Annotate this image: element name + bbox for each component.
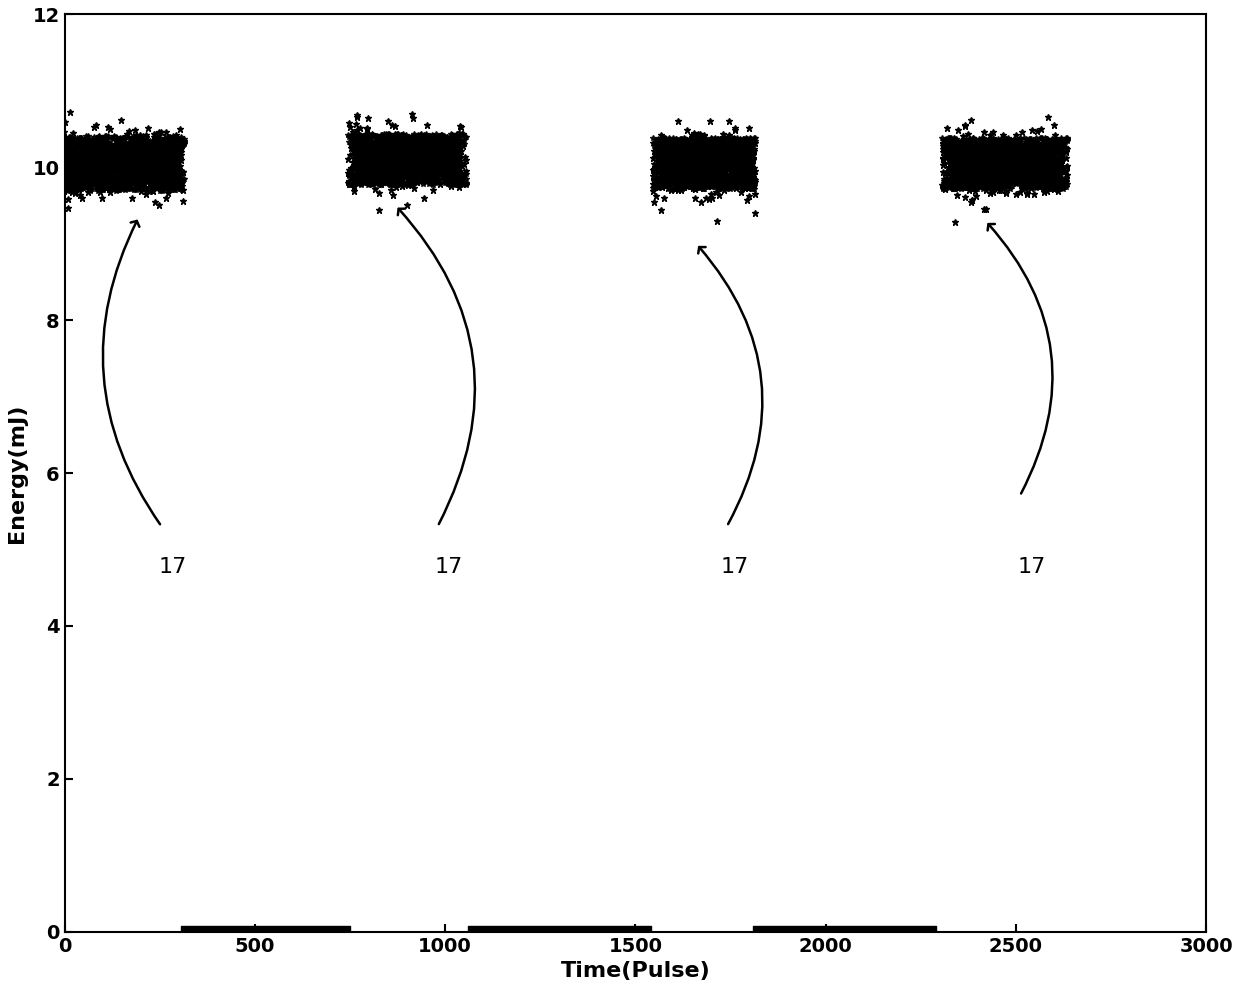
X-axis label: Time(Pulse): Time(Pulse) bbox=[560, 961, 711, 981]
Text: 17: 17 bbox=[435, 557, 463, 577]
Text: 17: 17 bbox=[1017, 557, 1045, 577]
Text: 17: 17 bbox=[720, 557, 749, 577]
Y-axis label: Energy(mJ): Energy(mJ) bbox=[7, 403, 27, 542]
Text: 17: 17 bbox=[159, 557, 187, 577]
